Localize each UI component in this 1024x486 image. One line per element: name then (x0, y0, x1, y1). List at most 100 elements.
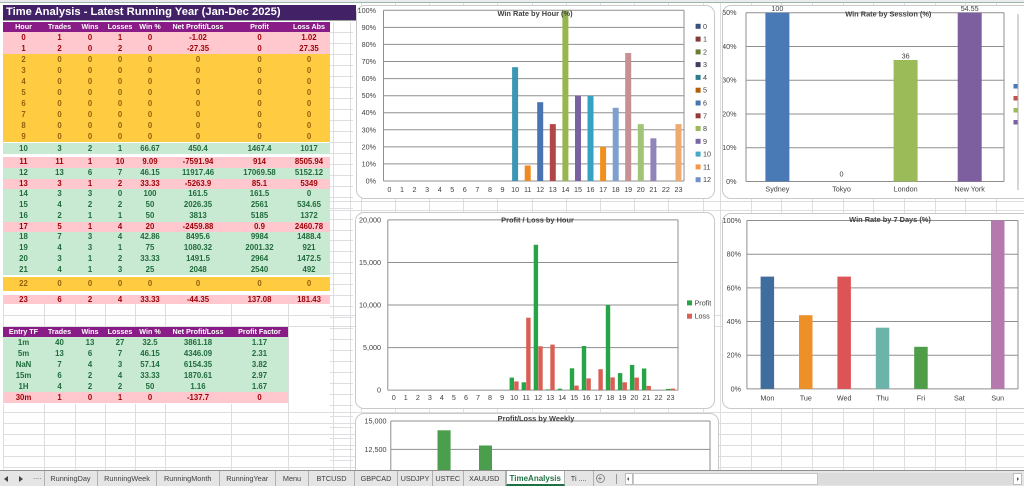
svg-text:0: 0 (387, 185, 391, 194)
svg-text:30%: 30% (723, 76, 737, 85)
svg-text:15: 15 (574, 185, 582, 194)
svg-text:36: 36 (902, 52, 910, 61)
svg-text:40%: 40% (362, 108, 377, 117)
svg-text:11: 11 (524, 185, 531, 194)
svg-text:23: 23 (675, 185, 683, 194)
svg-text:8: 8 (488, 393, 492, 402)
svg-text:22: 22 (654, 393, 662, 402)
svg-text:London: London (894, 185, 918, 194)
svg-text:6: 6 (464, 393, 468, 402)
svg-text:Profit: Profit (694, 298, 711, 307)
svg-text:7: 7 (475, 185, 479, 194)
svg-text:10: 10 (510, 393, 518, 402)
svg-text:10: 10 (511, 185, 519, 194)
svg-text:New York: New York (955, 185, 986, 194)
svg-text:Fri: Fri (917, 394, 926, 403)
svg-text:12: 12 (534, 393, 542, 402)
svg-text:5: 5 (450, 185, 454, 194)
svg-text:0%: 0% (366, 177, 377, 186)
svg-text:0: 0 (377, 385, 381, 394)
svg-text:Mon: Mon (760, 394, 774, 403)
svg-text:80%: 80% (727, 250, 742, 259)
svg-text:9: 9 (500, 393, 504, 402)
svg-text:12,500: 12,500 (365, 445, 387, 454)
svg-text:Profit/Loss by Weekly: Profit/Loss by Weekly (498, 414, 576, 423)
svg-text:9: 9 (703, 137, 707, 146)
svg-text:100%: 100% (723, 216, 742, 225)
svg-text:13: 13 (549, 185, 557, 194)
svg-text:20,000: 20,000 (359, 215, 381, 224)
svg-text:0: 0 (703, 22, 707, 31)
svg-text:13: 13 (546, 393, 554, 402)
svg-text:7: 7 (703, 111, 707, 120)
svg-text:10,000: 10,000 (359, 300, 381, 309)
svg-text:0: 0 (391, 393, 395, 402)
svg-text:60%: 60% (727, 283, 742, 292)
svg-text:12: 12 (703, 175, 711, 184)
svg-text:0%: 0% (726, 177, 737, 186)
svg-text:11: 11 (703, 162, 710, 171)
svg-text:21: 21 (642, 393, 650, 402)
svg-text:7: 7 (476, 393, 480, 402)
svg-text:11: 11 (522, 393, 529, 402)
svg-text:54.55: 54.55 (961, 6, 979, 13)
svg-text:3: 3 (427, 393, 431, 402)
svg-text:1: 1 (400, 185, 404, 194)
svg-text:80%: 80% (362, 40, 377, 49)
svg-text:Loss: Loss (694, 311, 710, 320)
svg-text:1: 1 (403, 393, 407, 402)
svg-text:15,000: 15,000 (359, 258, 381, 267)
svg-text:20: 20 (637, 185, 645, 194)
svg-text:Win Rate by Hour (%): Win Rate by Hour (%) (497, 9, 573, 18)
svg-text:10%: 10% (723, 143, 737, 152)
svg-text:4: 4 (438, 185, 442, 194)
svg-text:3: 3 (703, 60, 707, 69)
svg-text:Thu: Thu (876, 394, 888, 403)
svg-text:Win Rate by 7 Days (%): Win Rate by 7 Days (%) (849, 215, 931, 224)
svg-text:50%: 50% (723, 8, 737, 17)
svg-text:50%: 50% (362, 91, 377, 100)
svg-text:0%: 0% (731, 384, 742, 393)
svg-text:19: 19 (624, 185, 632, 194)
svg-text:17: 17 (594, 393, 602, 402)
svg-text:15: 15 (570, 393, 578, 402)
svg-text:10: 10 (703, 150, 711, 159)
svg-text:8: 8 (488, 185, 492, 194)
svg-text:40%: 40% (723, 42, 737, 51)
svg-text:Profit / Loss by Hour: Profit / Loss by Hour (501, 215, 574, 224)
svg-text:100%: 100% (358, 6, 377, 15)
svg-text:23: 23 (666, 393, 674, 402)
svg-text:4: 4 (439, 393, 443, 402)
svg-text:12: 12 (536, 185, 544, 194)
svg-text:20: 20 (630, 393, 638, 402)
svg-text:0: 0 (840, 170, 844, 179)
svg-text:16: 16 (582, 393, 590, 402)
svg-text:8: 8 (703, 124, 707, 133)
svg-text:15,000: 15,000 (365, 417, 387, 426)
svg-text:18: 18 (606, 393, 614, 402)
svg-text:Win Rate by Session (%): Win Rate by Session (%) (845, 10, 932, 19)
svg-text:Sydney: Sydney (765, 185, 789, 194)
svg-text:70%: 70% (362, 57, 377, 66)
svg-text:30%: 30% (362, 125, 377, 134)
svg-text:10%: 10% (362, 159, 377, 168)
svg-text:21: 21 (649, 185, 657, 194)
svg-text:20%: 20% (727, 351, 742, 360)
svg-text:100: 100 (771, 6, 783, 13)
svg-text:17: 17 (599, 185, 607, 194)
svg-text:90%: 90% (362, 23, 377, 32)
svg-text:9: 9 (501, 185, 505, 194)
svg-text:60%: 60% (362, 74, 377, 83)
svg-text:2: 2 (703, 47, 707, 56)
svg-text:Sat: Sat (954, 394, 965, 403)
svg-text:1: 1 (703, 35, 707, 44)
svg-text:Sun: Sun (991, 394, 1004, 403)
svg-text:Wed: Wed (837, 394, 852, 403)
svg-text:Tokyo: Tokyo (832, 185, 851, 194)
svg-text:2: 2 (413, 185, 417, 194)
svg-text:6: 6 (463, 185, 467, 194)
svg-text:14: 14 (561, 185, 569, 194)
svg-text:20%: 20% (362, 142, 377, 151)
svg-text:4: 4 (703, 73, 707, 82)
svg-text:40%: 40% (727, 317, 742, 326)
